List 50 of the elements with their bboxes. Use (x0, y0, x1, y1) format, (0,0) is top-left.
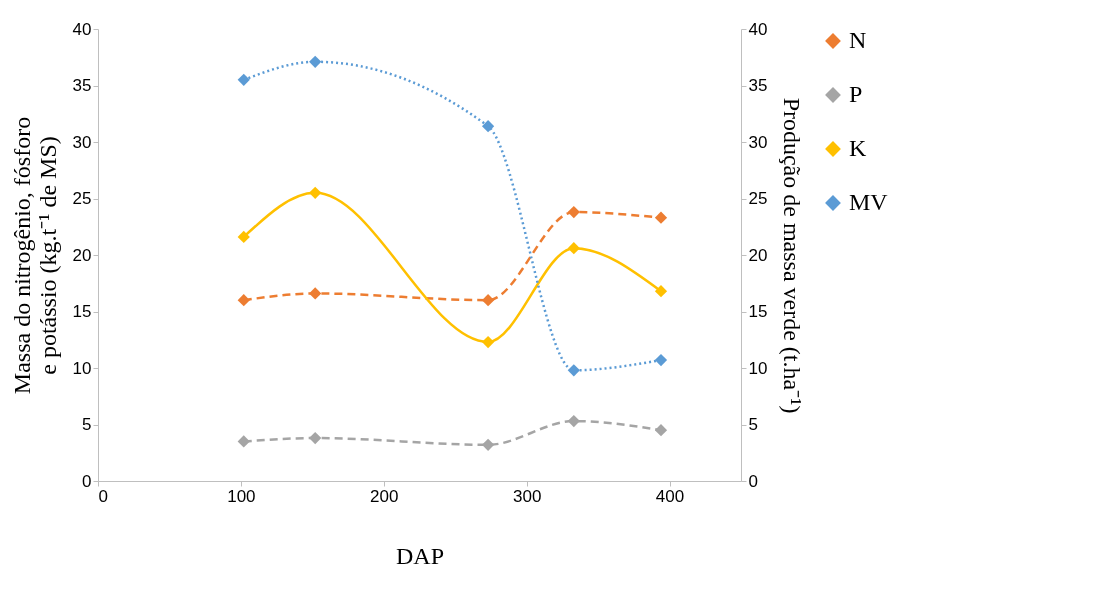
y2-tick-label: 20 (748, 245, 768, 265)
y2-tick-label: 15 (748, 302, 768, 321)
y2-tick-label: 0 (748, 471, 758, 491)
point (237, 435, 250, 448)
x-tick-label: 200 (370, 486, 399, 506)
y2-tick-label: 25 (748, 189, 768, 208)
legend-label: P (849, 81, 863, 107)
y2-tick-label: 30 (748, 132, 768, 152)
y-tick-label: 35 (72, 76, 92, 95)
point (481, 335, 495, 349)
legend-label: MV (849, 189, 889, 215)
legend-label: N (849, 27, 867, 53)
point (654, 424, 668, 437)
point (481, 294, 495, 307)
x-tick-label: 0 (98, 486, 108, 506)
point (237, 294, 250, 307)
point (237, 230, 250, 244)
x-tick-label: 100 (227, 486, 256, 506)
y2-axis-title: Produção de massa verde (t.ha⁻¹) (779, 97, 806, 414)
point (481, 120, 495, 133)
point (654, 211, 668, 224)
point (567, 242, 580, 255)
y2-tick-label: 10 (748, 358, 768, 378)
point (481, 438, 495, 451)
y-tick-label: 15 (72, 302, 92, 321)
x-tick-label: 300 (512, 486, 542, 506)
point (567, 205, 580, 219)
point (309, 186, 322, 199)
point (654, 353, 668, 367)
y-tick-label: 5 (82, 415, 92, 434)
point (567, 414, 580, 428)
y2-tick-label: 5 (748, 415, 758, 434)
y-tick-label: 20 (72, 245, 92, 265)
point (309, 55, 322, 68)
point (654, 285, 668, 298)
y-tick-label: 25 (72, 189, 92, 208)
y-tick-label: 10 (72, 358, 92, 378)
y2-tick-label: 35 (748, 76, 768, 95)
y-tick-label: 30 (72, 132, 92, 152)
y2-tick-label: 40 (748, 19, 768, 39)
point (309, 431, 322, 445)
x-tick-label: 400 (655, 486, 685, 506)
point (567, 364, 580, 377)
x-axis-title: DAP (395, 542, 445, 569)
point (237, 73, 250, 86)
legend-label: K (849, 135, 867, 161)
y-axis-title: Massa do nitrogênio, fósforo e potássio (kg.t⁻¹ de MS) (8, 116, 61, 395)
y-tick-label: 40 (72, 19, 92, 39)
point (309, 287, 322, 300)
y-tick-label: 0 (82, 471, 92, 491)
